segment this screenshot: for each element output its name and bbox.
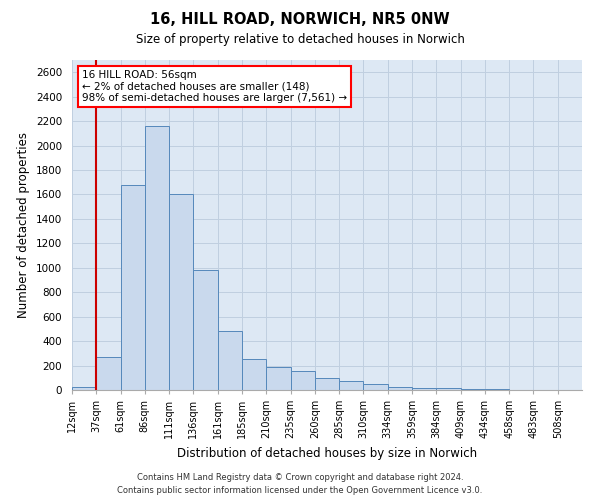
Bar — [145, 126, 169, 390]
Bar — [436, 388, 461, 390]
Bar — [339, 381, 364, 390]
Bar — [96, 357, 121, 390]
Bar — [412, 388, 436, 390]
Bar — [388, 386, 412, 390]
Bar — [218, 332, 242, 390]
X-axis label: Distribution of detached houses by size in Norwich: Distribution of detached houses by size … — [177, 446, 477, 460]
Text: 16, HILL ROAD, NORWICH, NR5 0NW: 16, HILL ROAD, NORWICH, NR5 0NW — [150, 12, 450, 28]
Bar — [364, 384, 388, 390]
Bar — [72, 387, 96, 390]
Bar — [193, 270, 218, 390]
Text: 16 HILL ROAD: 56sqm
← 2% of detached houses are smaller (148)
98% of semi-detach: 16 HILL ROAD: 56sqm ← 2% of detached hou… — [82, 70, 347, 103]
Bar — [121, 184, 145, 390]
Text: Size of property relative to detached houses in Norwich: Size of property relative to detached ho… — [136, 32, 464, 46]
Bar — [242, 360, 266, 390]
Bar — [461, 389, 485, 390]
Bar — [315, 378, 339, 390]
Bar — [169, 194, 193, 390]
Bar — [266, 368, 290, 390]
Text: Contains HM Land Registry data © Crown copyright and database right 2024.
Contai: Contains HM Land Registry data © Crown c… — [118, 474, 482, 495]
Y-axis label: Number of detached properties: Number of detached properties — [17, 132, 31, 318]
Bar — [290, 371, 315, 390]
